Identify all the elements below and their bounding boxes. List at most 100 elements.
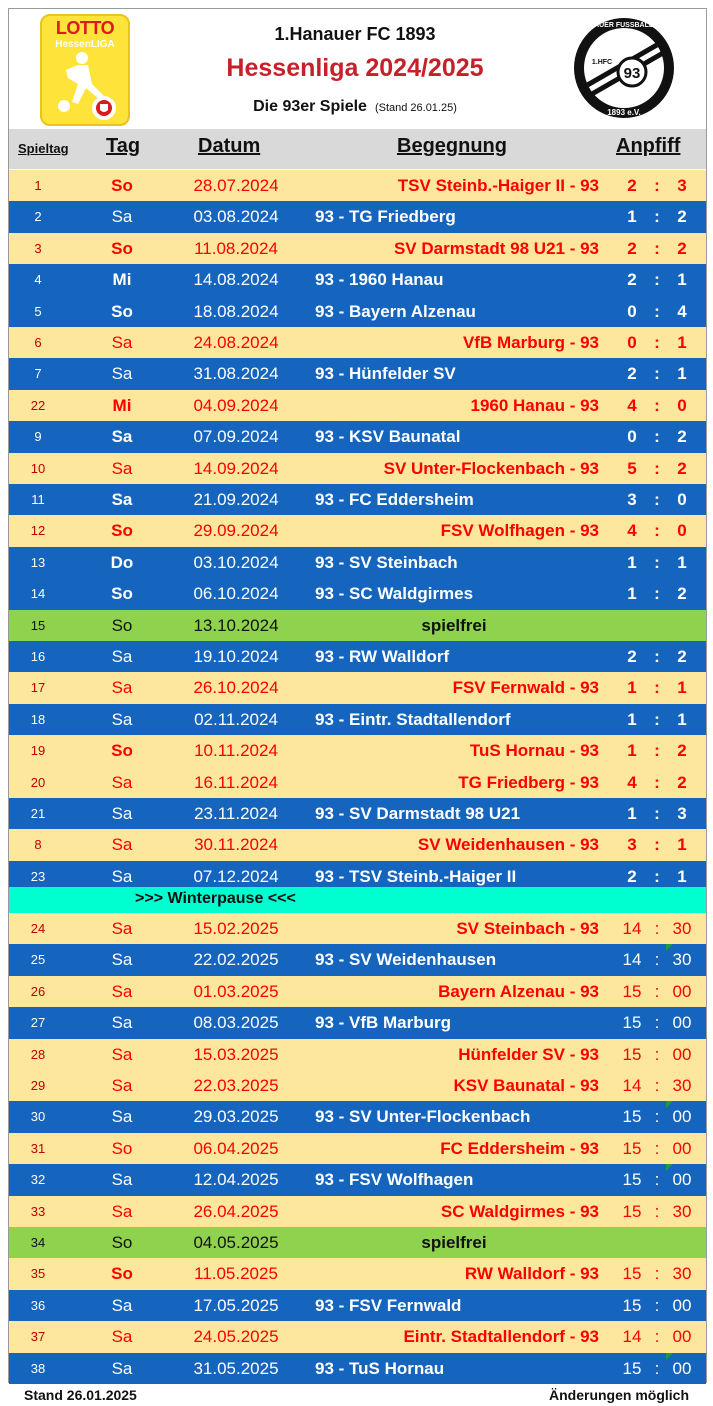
result-or-kickoff: 1:1 (627, 678, 687, 698)
match-date: 03.08.2024 (193, 207, 279, 227)
match-date: 26.10.2024 (193, 678, 279, 698)
result-or-kickoff: 4:0 (627, 521, 687, 541)
svg-text:1893 e.V.: 1893 e.V. (607, 108, 641, 117)
result-or-kickoff: 0:2 (627, 427, 687, 447)
weekday: Sa (111, 1076, 133, 1095)
weekday: So (111, 176, 133, 195)
match-date: 11.05.2025 (194, 1264, 278, 1284)
result-or-kickoff: 2:1 (627, 364, 687, 384)
match-pairing: TG Friedberg - 93 (458, 772, 599, 792)
matchday-number: 5 (34, 303, 42, 319)
match-date: 24.08.2024 (193, 333, 279, 352)
weekday: Mi (112, 270, 132, 290)
match-date: 31.05.2025 (193, 1358, 279, 1378)
fixture-row: 8 Sa 30.11.2024 SV Weidenhausen - 93 3:1 (9, 829, 706, 861)
matchday-number: 19 (30, 743, 46, 759)
fixture-row: 18 Sa 02.11.2024 93 - Eintr. Stadtallendorf… (9, 703, 706, 736)
result-or-kickoff (615, 1227, 705, 1258)
fixture-row: 12 So 29.09.2024 FSV Wolfhagen - 93 4:0 (9, 515, 706, 547)
match-date: 14.09.2024 (193, 458, 279, 478)
weekday: Sa (111, 804, 133, 823)
weekday: So (111, 1233, 133, 1252)
footer-changes-note: Änderungen möglich (549, 1387, 689, 1403)
weekday: Sa (111, 1327, 133, 1347)
result-or-kickoff: 2:1 (627, 866, 687, 886)
fixture-row: 9 Sa 07.09.2024 93 - KSV Baunatal 0:2 (9, 421, 706, 453)
comment-marker-icon (666, 1164, 673, 1172)
match-pairing: 93 - Eintr. Stadtallendorf (315, 709, 511, 729)
weekday: Sa (111, 1107, 133, 1127)
matchday-number: 13 (30, 554, 46, 570)
lotto-wordmark: LOTTO (55, 18, 115, 38)
match-pairing: spielfrei (421, 615, 487, 635)
matchday-number: 28 (30, 1046, 46, 1062)
fixture-row: 28 Sa 15.03.2025 Hünfelder SV - 93 15:00 (9, 1038, 706, 1070)
result-or-kickoff: 2:3 (627, 176, 687, 195)
result-or-kickoff: 0:4 (627, 301, 687, 321)
svg-text:1.HFC: 1.HFC (592, 59, 612, 66)
match-pairing: 93 - TSV Steinb.-Haiger II (315, 866, 517, 886)
match-pairing: Bayern Alzenau - 93 (438, 981, 599, 1001)
club-name: 1.Hanauer FC 1893 (274, 24, 436, 44)
fixture-row: 22 Mi 04.09.2024 1960 Hanau - 93 4:0 (9, 389, 706, 422)
match-pairing: SV Darmstadt 98 U21 - 93 (393, 238, 599, 258)
match-date: 15.03.2025 (193, 1044, 279, 1064)
weekday: Sa (111, 1044, 133, 1064)
result-or-kickoff: 4:2 (627, 772, 687, 792)
fixture-row: 23 Sa 07.12.2024 93 - TSV Steinb.-Haiger II… (9, 860, 706, 893)
weekday: Sa (111, 1201, 133, 1221)
match-pairing: 93 - RW Walldorf (315, 647, 450, 666)
result-or-kickoff: 15:00 (622, 1013, 692, 1033)
fixture-row: 1 So 28.07.2024 TSV Steinb.-Haiger II - 93 2… (9, 170, 706, 202)
result-or-kickoff: 14:30 (622, 1076, 692, 1095)
match-pairing: FSV Wolfhagen - 93 (440, 521, 599, 541)
stand-date: (Stand 26.01.25) (374, 102, 457, 114)
match-date: 03.10.2024 (193, 552, 279, 572)
match-date: 12.04.2025 (193, 1170, 279, 1190)
result-or-kickoff: 1:3 (627, 804, 687, 823)
match-pairing: 93 - 1960 Hanau (315, 270, 444, 290)
match-pairing: 93 - FSV Fernwald (315, 1295, 462, 1315)
result-or-kickoff: 3:0 (627, 490, 687, 509)
winterpause-row: >>> Winterpause <<< (9, 887, 706, 913)
result-or-kickoff: 2:2 (627, 238, 687, 258)
match-pairing: 1960 Hanau - 93 (470, 395, 599, 415)
weekday: Sa (111, 678, 133, 698)
fixture-row: 5 So 18.08.2024 93 - Bayern Alzenau 0:4 (9, 295, 706, 327)
match-date: 07.09.2024 (193, 427, 279, 447)
match-pairing: KSV Baunatal - 93 (453, 1076, 600, 1095)
weekday: Sa (111, 427, 133, 447)
weekday: Sa (111, 364, 133, 384)
result-or-kickoff: 15:30 (622, 1201, 692, 1221)
match-date: 29.09.2024 (193, 521, 279, 541)
match-date: 28.07.2024 (193, 176, 279, 195)
fixture-row: 33 Sa 26.04.2025 SC Waldgirmes - 93 15:30 (9, 1195, 706, 1227)
col-datum: Datum (198, 135, 261, 157)
matchday-number: 26 (30, 983, 46, 999)
result-or-kickoff: 1:1 (627, 552, 687, 572)
match-date: 11.08.2024 (194, 238, 278, 258)
col-tag: Tag (106, 135, 141, 157)
weekday: Sa (111, 1013, 133, 1033)
fixture-row: 31 So 06.04.2025 FC Eddersheim - 93 15:00 (9, 1132, 706, 1165)
matchday-number: 18 (30, 711, 46, 727)
match-pairing: 93 - FC Eddersheim (315, 490, 474, 509)
fixture-row: 16 Sa 19.10.2024 93 - RW Walldorf 2:2 (9, 641, 706, 673)
weekday: Sa (111, 1295, 133, 1315)
result-or-kickoff: 15:00 (622, 981, 692, 1001)
result-or-kickoff: 15:00 (622, 1138, 692, 1158)
matchday-number: 9 (34, 429, 42, 445)
fixture-row: 20 Sa 16.11.2024 TG Friedberg - 93 4:2 (9, 766, 706, 798)
weekday: Sa (111, 207, 133, 227)
match-date: 15.02.2025 (193, 919, 279, 938)
result-or-kickoff (615, 610, 705, 641)
weekday: So (111, 238, 133, 258)
footer-stand: Stand 26.01.2025 (24, 1387, 137, 1403)
matchday-number: 4 (34, 272, 42, 288)
svg-text:1.HANAUER FUSSBALL-CLUB: 1.HANAUER FUSSBALL-CLUB (573, 22, 675, 29)
matchday-number: 16 (30, 649, 46, 664)
match-date: 01.03.2025 (193, 981, 279, 1001)
match-pairing: SV Steinbach - 93 (456, 919, 599, 938)
match-date: 19.10.2024 (193, 647, 279, 666)
matchday-number: 12 (30, 523, 46, 539)
